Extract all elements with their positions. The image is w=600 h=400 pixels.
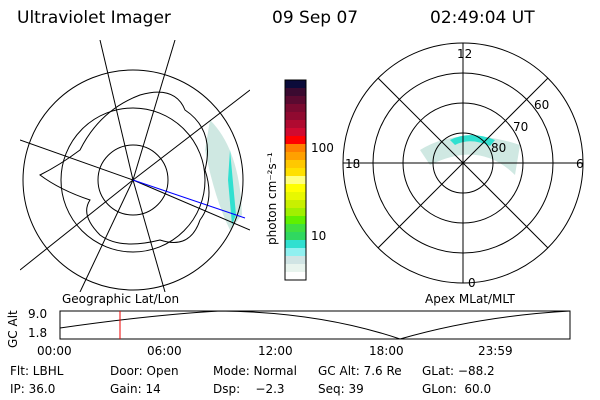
colorbar-swatch bbox=[285, 128, 306, 137]
y-tick-1.8: 1.8 bbox=[28, 326, 48, 340]
mlt-6: 6 bbox=[576, 157, 584, 171]
mlat-60: 60 bbox=[534, 98, 550, 112]
colorbar-swatch bbox=[285, 176, 306, 185]
x-tick: 23:59 bbox=[478, 344, 513, 358]
colorbar-swatch bbox=[285, 200, 306, 209]
x-tick: 06:00 bbox=[147, 344, 182, 358]
aurora-oval-mag bbox=[420, 136, 520, 175]
mag-map-label: Apex MLat/MLT bbox=[425, 292, 515, 306]
mlat-80: 80 bbox=[491, 141, 507, 155]
time: 02:49:04 UT bbox=[430, 8, 535, 28]
colorbar-swatch bbox=[285, 104, 306, 113]
colorbar-swatch bbox=[285, 152, 306, 161]
colorbar-tick-100: 100 bbox=[311, 141, 334, 155]
mlt-0: 0 bbox=[468, 276, 476, 290]
door: Door: Open bbox=[110, 364, 179, 378]
mlt-12: 12 bbox=[457, 47, 473, 61]
colorbar-swatch bbox=[285, 168, 306, 177]
colorbar-swatch bbox=[285, 144, 306, 153]
dsp: Dsp: −2.3 bbox=[213, 382, 285, 396]
colorbar-swatch bbox=[285, 256, 306, 265]
colorbar-swatch bbox=[285, 96, 306, 105]
colorbar-swatch bbox=[285, 120, 306, 129]
y-tick-9: 9.0 bbox=[28, 307, 48, 321]
date: 09 Sep 07 bbox=[272, 8, 359, 28]
colorbar-swatch bbox=[285, 240, 306, 249]
seq: Seq: 39 bbox=[318, 382, 364, 396]
mode: Mode: Normal bbox=[213, 364, 297, 378]
mlat-70: 70 bbox=[513, 120, 529, 134]
colorbar-swatch bbox=[285, 192, 306, 201]
colorbar-swatch bbox=[285, 160, 306, 169]
colorbar-swatch bbox=[285, 208, 306, 217]
colorbar-swatch bbox=[285, 248, 306, 257]
gc-alt: GC Alt: 7.6 Re bbox=[318, 364, 402, 378]
mlt-18: 18 bbox=[345, 157, 361, 171]
glat: GLat: −88.2 bbox=[422, 364, 495, 378]
geographic-map bbox=[20, 40, 250, 292]
colorbar-swatch bbox=[285, 88, 306, 97]
colorbar-swatch bbox=[285, 80, 306, 89]
instrument-title: Ultraviolet Imager bbox=[17, 8, 171, 28]
colorbar-swatch bbox=[285, 184, 306, 193]
filter: Flt: LBHL bbox=[10, 364, 64, 378]
x-tick: 18:00 bbox=[369, 344, 404, 358]
altitude-ylabel: GC Alt bbox=[6, 310, 20, 348]
colorbar-tick-10: 10 bbox=[311, 229, 327, 243]
colorbar-swatch bbox=[285, 232, 306, 241]
colorbar-swatch bbox=[285, 224, 306, 233]
glon: GLon: 60.0 bbox=[422, 382, 492, 396]
colorbar bbox=[285, 80, 306, 281]
colorbar-label: photon cm⁻²s⁻¹ bbox=[265, 152, 279, 245]
colorbar-swatch bbox=[285, 136, 306, 145]
x-tick: 12:00 bbox=[258, 344, 293, 358]
magnetic-polar-map bbox=[342, 42, 584, 284]
ip: IP: 36.0 bbox=[10, 382, 56, 396]
geo-map-label: Geographic Lat/Lon bbox=[62, 292, 180, 306]
colorbar-swatch bbox=[285, 112, 306, 121]
x-tick: 00:00 bbox=[37, 344, 72, 358]
gain: Gain: 14 bbox=[110, 382, 161, 396]
altitude-plot bbox=[59, 310, 571, 340]
colorbar-swatch bbox=[285, 272, 306, 281]
antarctica-coastline bbox=[39, 91, 210, 245]
colorbar-swatch bbox=[285, 264, 306, 273]
colorbar-swatch bbox=[285, 216, 306, 225]
